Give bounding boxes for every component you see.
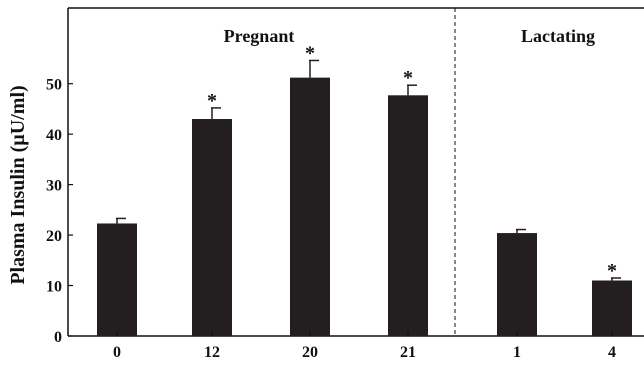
bar (592, 280, 632, 336)
group-label: Lactating (521, 26, 595, 46)
y-tick-label: 50 (46, 77, 62, 94)
y-tick-label: 30 (46, 178, 62, 195)
y-axis-label: Plasma Insulin (µU/ml) (7, 85, 29, 284)
bar (290, 77, 330, 336)
significance-marker: * (207, 90, 217, 112)
x-tick-label: 4 (608, 344, 616, 361)
bar (497, 233, 537, 336)
x-tick-label: 21 (400, 344, 416, 361)
bar (192, 119, 232, 336)
x-tick-label: 0 (113, 344, 121, 361)
x-tick-label: 1 (513, 344, 521, 361)
x-tick-label: 20 (302, 344, 318, 361)
plot-area: 0 10 20 30 40 50 0 * 12 * 20 * 21 1 * 4 Pregnant Lactatin… (46, 7, 644, 361)
y-tick-label: 20 (46, 228, 62, 245)
significance-marker: * (403, 67, 413, 89)
x-tick-label: 12 (204, 344, 220, 361)
y-tick-label: 0 (54, 329, 62, 346)
significance-marker: * (305, 42, 315, 64)
y-tick-label: 10 (46, 279, 62, 296)
y-tick-label: 40 (46, 127, 62, 144)
bar (97, 223, 137, 336)
group-label: Pregnant (224, 26, 295, 46)
significance-marker: * (607, 260, 617, 282)
bar (388, 95, 428, 336)
